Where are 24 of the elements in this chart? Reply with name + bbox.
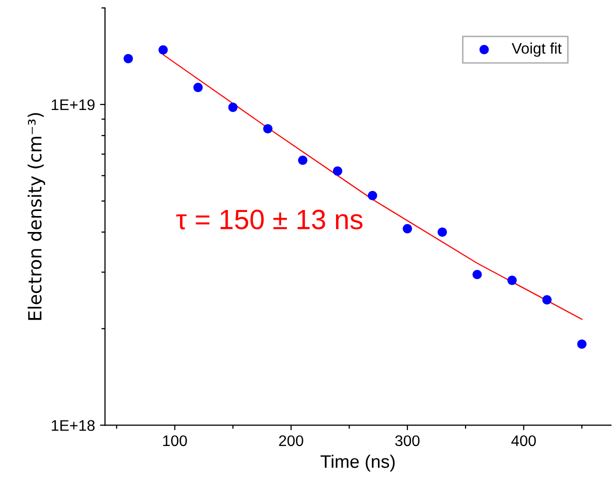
point	[124, 54, 133, 64]
point	[298, 156, 308, 165]
point	[472, 270, 482, 280]
point	[228, 102, 238, 112]
point	[263, 124, 272, 134]
point	[507, 276, 517, 285]
x-tick-label: 100	[163, 435, 187, 446]
x-tick-label: 300	[395, 435, 420, 446]
point	[368, 190, 378, 200]
y-axis-title: Electron density (cm⁻³)	[28, 113, 46, 320]
y-tick-label: 1E+18	[52, 420, 95, 431]
point	[542, 295, 552, 304]
point	[438, 227, 447, 237]
y-tick-label: 1E+19	[52, 99, 95, 110]
legend-label: Voigt fit	[512, 42, 562, 57]
point	[332, 166, 342, 176]
x-axis-title: Time (ns)	[320, 454, 395, 472]
point	[193, 82, 203, 92]
annotation: τ = 150 ± 13 ns	[176, 210, 362, 230]
point	[402, 224, 412, 234]
point	[577, 339, 587, 349]
x-tick-label: 400	[511, 435, 536, 446]
point	[158, 45, 168, 55]
x-tick-label: 200	[279, 435, 304, 446]
